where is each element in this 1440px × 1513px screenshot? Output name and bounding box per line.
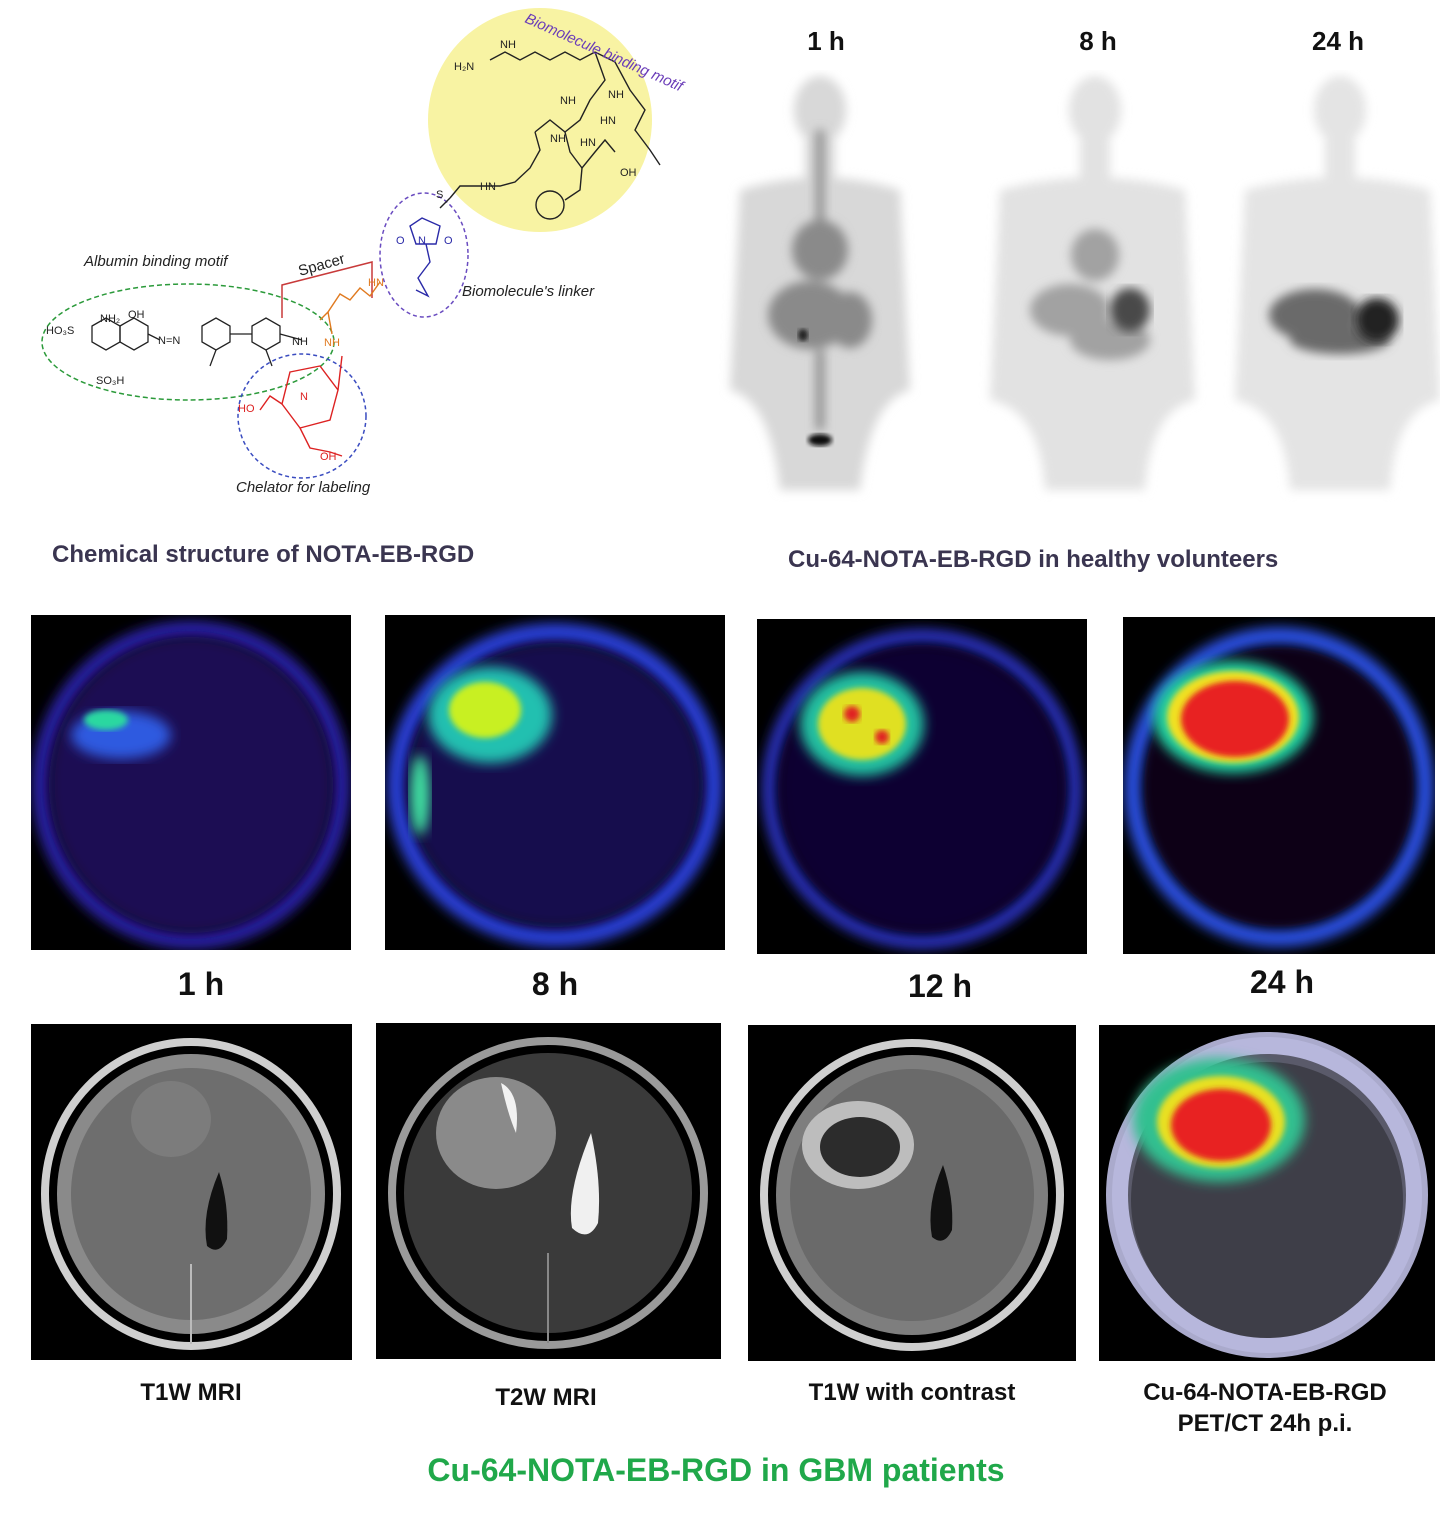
volunteer-scan-1h [730,76,910,490]
volunteer-scan-24h [1235,76,1440,490]
volunteer-pet-images [730,76,1440,490]
atom-label: NH [324,337,340,349]
linker-ellipse [379,192,469,318]
petct-caption-line2: PET/CT 24h p.i. [1177,1410,1353,1438]
petct-caption-line1: Cu-64-NOTA-EB-RGD [1143,1379,1387,1406]
atom-label: OH [128,309,145,321]
atom-label: SO₃H [96,375,124,387]
chelator-ellipse [237,353,367,479]
chelator-bonds [259,355,343,457]
mri-image-t1w [41,1038,341,1350]
atom-label: HN [600,115,616,127]
pet-time-label-12h: 12 h [907,968,973,1004]
volunteer-time-label-24h: 24 h [1311,26,1365,56]
atom-labels: NH H₂N NH NH HN NH HN OH HN S O O N HN N… [46,39,637,463]
pet-time-label-1h: 1 h [177,966,225,1002]
linker-label: Biomolecule's linker [462,283,595,300]
atom-label: O [444,235,453,247]
atom-label: NH [550,133,566,145]
petct-24h [1099,1025,1435,1361]
chemical-structure-diagram: NH H₂N NH NH HN NH HN OH HN S O O N HN N… [41,8,687,496]
atom-label: HO₃S [46,325,74,337]
atom-label: H₂N [454,61,474,73]
atom-label: NH [560,95,576,107]
atom-label: N=N [158,335,180,347]
atom-label: HN [480,181,496,193]
atom-label: N [418,235,426,247]
pet-scan-8h [385,615,725,950]
atom-label: S [436,189,443,201]
volunteer-time-label-1h: 1 h [807,26,845,56]
volunteer-time-label-8h: 8 h [1079,26,1117,56]
spacer-bracket [281,261,373,318]
mri-image-t2w [388,1037,708,1349]
chemical-structure-caption: Chemical structure of NOTA-EB-RGD [52,541,475,568]
mri-image-t1w-contrast [760,1039,1064,1351]
mri-caption-t1w-contrast: T1W with contrast [808,1379,1016,1406]
pet-image-24h [1124,627,1434,947]
atom-label: NH [608,89,624,101]
pet-image-8h [387,623,723,947]
volunteers-caption: Cu-64-NOTA-EB-RGD in healthy volunteers [788,546,1279,573]
atom-label: OH [320,451,337,463]
peptide-bonds [439,51,661,220]
atom-label: HO [238,403,255,415]
mri-t1w-contrast [748,1025,1076,1361]
atom-label: HN [368,277,384,289]
petct-image-24h [1106,1032,1428,1358]
atom-label: O [396,235,405,247]
chemical-structure-panel: NH H₂N NH NH HN NH HN OH HN S O O N HN N… [20,0,720,520]
pet-time-label-8h: 8 h [531,966,579,1002]
chelator-label: Chelator for labeling [236,479,371,496]
biomolecule-highlight [428,8,652,232]
atom-label: NH [500,39,516,51]
albumin-motif-label: Albumin binding motif [83,253,229,270]
mri-caption-t2w: T2W MRI [495,1384,597,1411]
pet-scan-1h [31,615,351,950]
pet-scan-12h [757,619,1087,954]
pet-time-label-24h: 24 h [1249,964,1315,1000]
atom-label: HN [580,137,596,149]
volunteer-scan-8h [990,76,1195,490]
volunteer-pet-scans [700,70,1440,515]
gbm-footer-title: Cu-64-NOTA-EB-RGD in GBM patients [427,1452,1005,1488]
albumin-bonds [91,317,303,367]
pet-image-12h [762,629,1082,949]
atom-label: NH [292,336,308,348]
pet-scan-24h [1123,617,1435,954]
albumin-ellipse [41,283,335,401]
atom-label: N [300,391,308,403]
atom-label: NH₂ [100,313,120,325]
linker-bonds [409,217,441,298]
petct-caption: Cu-64-NOTA-EB-RGD PET/CT 24h p.i. [1095,1377,1435,1439]
mri-t1w [31,1024,352,1360]
atom-label: OH [620,167,637,179]
spacer-bonds [319,281,381,335]
pet-image-1h [32,621,350,949]
mri-caption-t1w: T1W MRI [140,1379,242,1406]
mri-t2w [376,1023,721,1359]
